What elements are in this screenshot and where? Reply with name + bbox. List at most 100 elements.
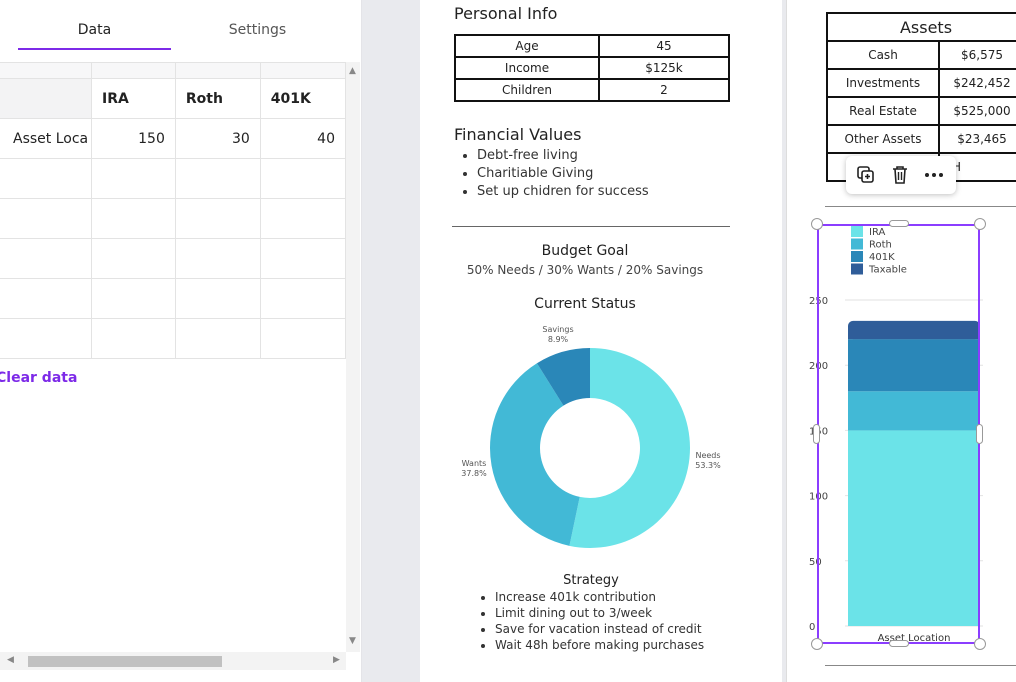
grid-cell[interactable]: [91, 238, 176, 279]
pie-label-wants: Wants 37.8%: [452, 459, 496, 479]
grid-cell[interactable]: [174, 198, 261, 239]
table-row: Investments $242,452: [826, 68, 1016, 98]
stacked-bar-chart[interactable]: 050100150200250Asset LocationIRARoth401K…: [807, 224, 1007, 654]
table-row: IRA Roth 401K: [0, 78, 346, 119]
duplicate-icon[interactable]: [854, 164, 878, 186]
tab-settings[interactable]: Settings: [228, 22, 287, 38]
financial-values-list[interactable]: Debt-free living Charitiable Giving Set …: [457, 147, 649, 201]
grid-cell[interactable]: [0, 278, 92, 319]
resize-handle-right[interactable]: [976, 424, 983, 444]
personal-info-title: Personal Info: [454, 4, 558, 23]
table-cell: Age: [454, 34, 600, 58]
table-cell: $242,452: [938, 68, 1016, 98]
table-cell: Cash: [826, 40, 940, 70]
clear-data-button[interactable]: Clear data: [0, 370, 78, 386]
bar-segment-401k[interactable]: [848, 339, 980, 392]
vertical-scrollbar[interactable]: ▲ ▼: [346, 62, 360, 652]
more-icon[interactable]: [922, 164, 946, 186]
tab-data[interactable]: Data: [77, 22, 112, 38]
column-handle[interactable]: [259, 62, 346, 79]
table-row: Age 45: [454, 34, 730, 58]
data-panel: Data Settings IRA Roth 401K Asset Loca 1…: [0, 0, 362, 682]
trash-icon[interactable]: [888, 164, 912, 186]
table-row: Other Assets $23,465: [826, 124, 1016, 154]
grid-cell-header[interactable]: IRA: [91, 78, 176, 119]
page-personal-finance[interactable]: Personal Info Age 45 Income $125k Children…: [420, 0, 782, 682]
resize-handle-bottom-right[interactable]: [974, 638, 986, 650]
strategy-list[interactable]: Increase 401k contribution Limit dining …: [475, 589, 704, 653]
table-row: [0, 318, 346, 359]
resize-handle-bottom-left[interactable]: [811, 638, 823, 650]
pie-label-value: 8.9%: [547, 335, 569, 344]
list-item: Debt-free living: [477, 147, 649, 165]
page-assets[interactable]: Assets Cash $6,575 Investments $242,452 Re…: [786, 0, 1016, 682]
horizontal-scroll-thumb[interactable]: [28, 656, 222, 667]
grid-cell[interactable]: [91, 318, 176, 359]
grid-cell[interactable]: [259, 158, 346, 199]
grid-cell[interactable]: 40: [259, 118, 346, 159]
resize-handle-top-left[interactable]: [811, 218, 823, 230]
grid-cell[interactable]: [0, 78, 92, 119]
element-toolbar: [846, 156, 956, 194]
table-cell: Other Assets: [826, 124, 940, 154]
bar-segment-ira[interactable]: [848, 430, 980, 626]
grid-cell-header[interactable]: 401K: [259, 78, 346, 119]
divider: [825, 206, 1016, 207]
grid-cell[interactable]: [259, 238, 346, 279]
financial-values-title: Financial Values: [454, 125, 582, 144]
table-cell: $23,465: [938, 124, 1016, 154]
grid-cell[interactable]: [174, 158, 261, 199]
pie-label-savings: Savings 8.9%: [536, 325, 580, 345]
list-item: Limit dining out to 3/week: [495, 605, 704, 621]
grid-cell[interactable]: [91, 198, 176, 239]
grid-cell[interactable]: [259, 318, 346, 359]
scroll-right-icon[interactable]: ▶: [333, 655, 340, 665]
corner-cell[interactable]: [0, 62, 92, 79]
personal-info-table[interactable]: Age 45 Income $125k Children 2: [454, 34, 730, 102]
resize-handle-bottom[interactable]: [889, 640, 909, 647]
donut-chart[interactable]: [480, 338, 700, 558]
resize-handle-left[interactable]: [813, 424, 820, 444]
pie-label-name: Savings: [542, 325, 574, 334]
grid-cell[interactable]: [174, 278, 261, 319]
budget-goal-title: Budget Goal: [541, 243, 629, 259]
legend-label: Taxable: [868, 265, 907, 276]
grid-cell[interactable]: 30: [174, 118, 261, 159]
scroll-down-icon[interactable]: ▼: [349, 636, 356, 646]
pie-slice-needs[interactable]: [569, 348, 691, 548]
grid-cell[interactable]: [259, 278, 346, 319]
assets-title: Assets: [826, 12, 1016, 42]
grid-cell[interactable]: [0, 238, 92, 279]
column-handle[interactable]: [91, 62, 176, 79]
table-row: Real Estate $525,000: [826, 96, 1016, 126]
legend-label: 401K: [869, 252, 895, 263]
table-row: Income $125k: [454, 56, 730, 80]
grid-cell[interactable]: [91, 158, 176, 199]
grid-cell[interactable]: [91, 278, 176, 319]
grid-cell[interactable]: [174, 318, 261, 359]
bar-segment-roth[interactable]: [848, 391, 980, 431]
scroll-up-icon[interactable]: ▲: [349, 66, 356, 76]
column-handle[interactable]: [174, 62, 261, 79]
pie-slice-savings[interactable]: [536, 348, 590, 406]
grid-cell[interactable]: [0, 158, 92, 199]
grid-cell[interactable]: [0, 318, 92, 359]
resize-handle-top[interactable]: [889, 220, 909, 227]
list-item: Increase 401k contribution: [495, 589, 704, 605]
assets-table[interactable]: Assets Cash $6,575 Investments $242,452 Re…: [826, 12, 1016, 182]
scroll-left-icon[interactable]: ◀: [7, 655, 14, 665]
resize-handle-top-right[interactable]: [974, 218, 986, 230]
legend-label: IRA: [869, 227, 885, 238]
grid-cell-row-label[interactable]: Asset Loca: [0, 118, 92, 159]
grid-cell[interactable]: 150: [91, 118, 176, 159]
list-item: Wait 48h before making purchases: [495, 637, 704, 653]
grid-cell[interactable]: [0, 198, 92, 239]
grid-cell[interactable]: [259, 198, 346, 239]
pie-slice-wants[interactable]: [490, 363, 580, 546]
grid-cell-header[interactable]: Roth: [174, 78, 261, 119]
y-tick-label: 50: [809, 557, 822, 568]
data-grid: IRA Roth 401K Asset Loca 150 30 40: [0, 62, 346, 359]
pie-label-value: 37.8%: [461, 469, 487, 478]
grid-cell[interactable]: [174, 238, 261, 279]
selection-frame[interactable]: [817, 224, 980, 644]
